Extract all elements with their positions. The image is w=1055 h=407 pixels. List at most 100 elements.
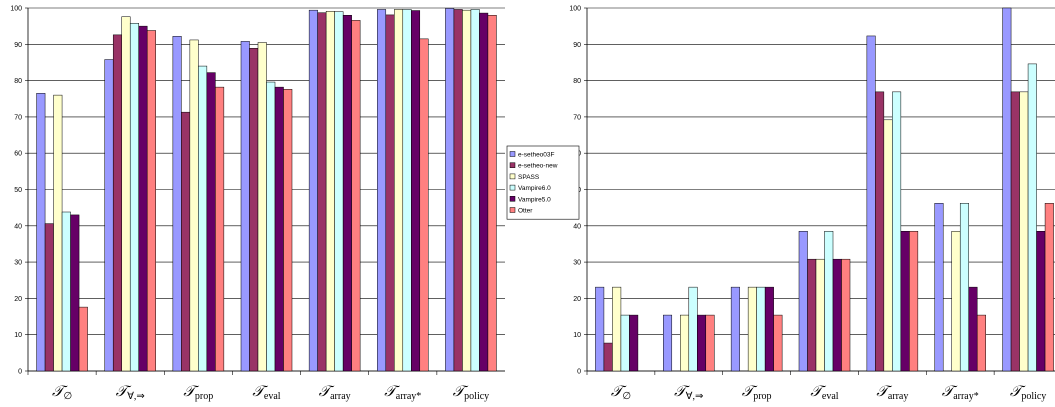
y-tick-label: 80 [573, 78, 581, 85]
y-tick-label: 40 [573, 223, 581, 230]
bar [900, 230, 910, 372]
y-tick-label: 100 [569, 6, 581, 13]
bar [411, 10, 421, 372]
category-label: 𝒯array* [384, 384, 421, 402]
bar [377, 9, 387, 372]
legend-swatch [509, 162, 516, 168]
bar [951, 230, 961, 372]
y-tick-label: 50 [14, 187, 22, 194]
y-tick-label: 10 [14, 332, 22, 339]
bar [257, 42, 267, 372]
bar [875, 91, 885, 372]
y-tick-label: 30 [573, 260, 581, 267]
legend-label: e-setheo-new [518, 163, 558, 170]
bar [181, 111, 191, 372]
bar [462, 9, 472, 372]
legend-label: SPASS [518, 174, 540, 181]
legend-box [506, 145, 580, 220]
category-label: 𝒯∀,⇒ [674, 384, 703, 402]
bar [697, 314, 707, 372]
bar [680, 314, 690, 372]
legend-swatch [509, 184, 516, 191]
bar [266, 81, 276, 372]
chart-right: 0102030405060708090100𝒯∅𝒯∀,⇒𝒯prop𝒯eval𝒯a… [569, 6, 1055, 402]
y-tick-label: 40 [14, 223, 22, 230]
bar [351, 20, 361, 372]
category-label: 𝒯array [319, 384, 351, 402]
bar [189, 39, 199, 372]
bar [892, 91, 902, 372]
bar [730, 286, 740, 372]
bar [44, 223, 54, 372]
bar [688, 286, 698, 372]
bar [385, 14, 395, 372]
chart-left: 0 10 20 30 40 50 60 70 80 90 100 𝒯∅ 𝒯∀,⇒ 𝒯prop 𝒯eval 𝒯a… [10, 6, 505, 402]
category-label: 𝒯policy [453, 384, 490, 402]
bar [612, 286, 622, 372]
y-tick-label: 70 [573, 114, 581, 121]
bar [815, 258, 825, 372]
bar [112, 34, 122, 372]
bar [121, 16, 131, 372]
y-tick-label: 90 [573, 42, 581, 49]
bar [317, 12, 327, 372]
bar [129, 22, 139, 372]
bar [968, 286, 978, 372]
bar [104, 59, 114, 372]
bar [342, 15, 352, 372]
bar [240, 41, 250, 372]
bar [705, 314, 715, 372]
bar [172, 36, 182, 372]
bar [629, 314, 639, 372]
bar [479, 12, 489, 372]
bar [453, 9, 463, 372]
bar [807, 258, 817, 372]
bar [866, 35, 876, 372]
y-tick-label: 30 [14, 260, 22, 267]
y-tick-label: 10 [573, 332, 581, 339]
bar [402, 9, 412, 372]
bar [1027, 63, 1037, 372]
bar [747, 286, 757, 372]
bar [976, 314, 986, 372]
bar [198, 65, 208, 372]
y-tick-label: 100 [10, 6, 22, 13]
bar [215, 86, 225, 372]
y-tick-label: 70 [14, 114, 22, 121]
bar [959, 203, 969, 372]
bar [325, 11, 335, 372]
bar [620, 314, 630, 372]
category-label: 𝒯array [876, 384, 908, 402]
category-label: 𝒯array* [942, 384, 979, 402]
bar [394, 9, 404, 372]
bar [78, 306, 88, 372]
legend-swatch [509, 173, 516, 180]
category-label: 𝒯∅ [52, 384, 72, 402]
legend-swatch [509, 151, 516, 157]
bar [283, 89, 293, 372]
category-label: 𝒯prop [183, 384, 213, 402]
legend-label: Vampire5.0 [518, 196, 551, 203]
bar [934, 203, 944, 372]
bar [1044, 203, 1054, 372]
bar [487, 15, 497, 372]
y-tick-label: 0 [18, 369, 22, 376]
category-label: 𝒯eval [810, 384, 838, 402]
bar [824, 230, 834, 372]
bar [1036, 230, 1046, 372]
y-tick-label: 20 [14, 296, 22, 303]
category-label: 𝒯prop [742, 384, 772, 402]
bar [138, 25, 148, 372]
category-label: 𝒯eval [252, 384, 280, 402]
legend-swatch [509, 207, 516, 213]
bar [308, 9, 318, 372]
y-tick-label: 0 [577, 369, 581, 376]
bar [61, 211, 71, 372]
bar [249, 48, 259, 372]
bar [798, 230, 808, 372]
bar [470, 9, 480, 372]
bar [445, 8, 455, 372]
y-tick-label: 90 [14, 42, 22, 49]
bar [53, 94, 63, 372]
